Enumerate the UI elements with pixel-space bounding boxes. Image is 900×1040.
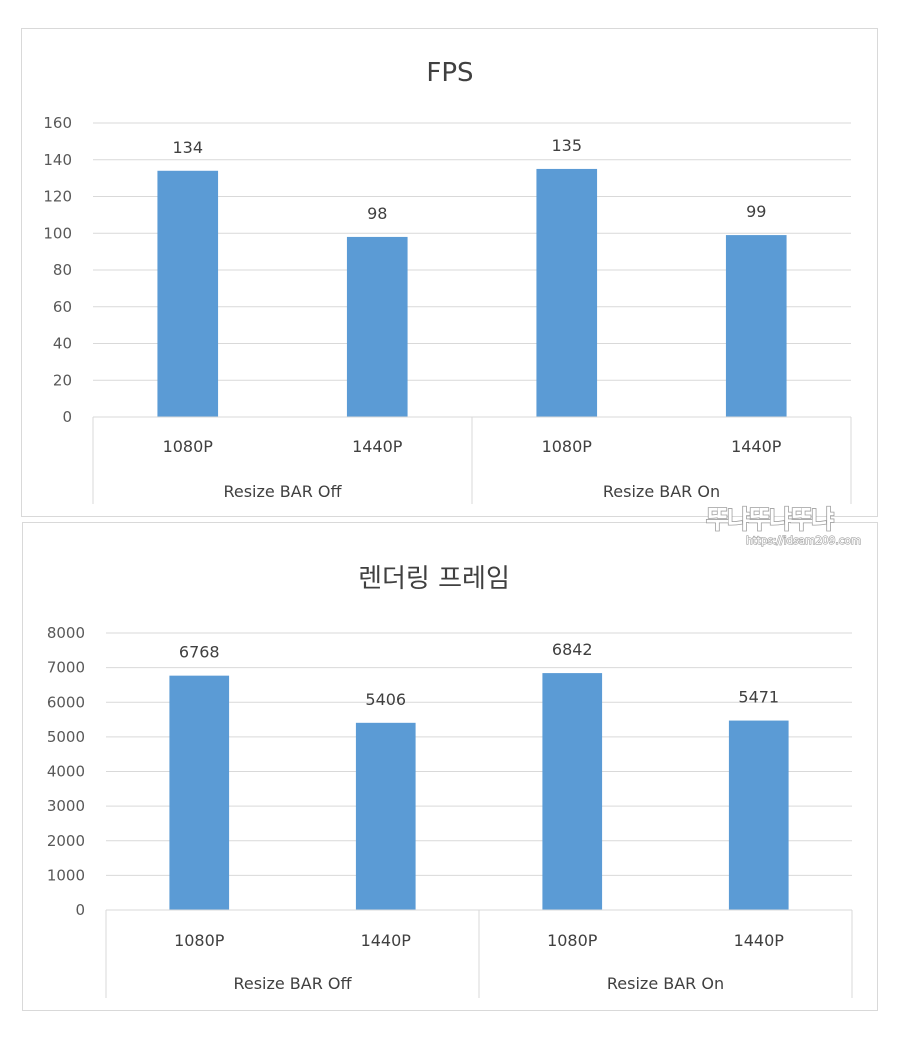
y-tick-label: 1000	[47, 866, 85, 884]
x-category-label: 1440P	[361, 931, 412, 950]
bar	[542, 673, 603, 910]
watermark-logo: 뚜냐뚜냐뚜냐 https://idsam209.com	[705, 504, 862, 547]
chart-title: FPS	[426, 58, 473, 88]
x-group-label: Resize BAR Off	[233, 974, 352, 993]
render-frames-chart: 렌더링 프레임 0 1000 2000 3000 4000 5000 6000 7000 800…	[47, 564, 853, 998]
data-label: 6768	[179, 643, 220, 662]
y-tick-label: 3000	[47, 797, 85, 815]
fps-chart: FPS 0 20 40 60 80 100 120 140 160 134 1080P 98 1440P…	[43, 58, 852, 504]
x-group-label: Resize BAR On	[603, 482, 720, 501]
y-tick-label: 0	[75, 901, 85, 919]
data-label: 134	[172, 138, 203, 157]
x-category-label: 1080P	[547, 931, 598, 950]
y-tick-label: 7000	[47, 659, 85, 677]
y-tick-label: 80	[53, 261, 72, 279]
data-label: 98	[367, 204, 387, 223]
bar	[346, 236, 408, 417]
y-tick-label: 140	[43, 151, 72, 169]
y-tick-label: 100	[43, 224, 72, 242]
y-tick-label: 8000	[47, 624, 85, 642]
bar	[355, 722, 416, 910]
x-category-label: 1440P	[352, 437, 403, 456]
x-category-label: 1080P	[163, 437, 214, 456]
y-tick-label: 40	[53, 335, 72, 353]
x-category-label: 1080P	[542, 437, 593, 456]
data-label: 135	[551, 136, 582, 155]
y-tick-label: 160	[43, 114, 72, 132]
data-label: 6842	[552, 640, 593, 659]
x-category-label: 1440P	[734, 931, 785, 950]
bar	[536, 168, 598, 417]
y-tick-label: 120	[43, 188, 72, 206]
data-label: 99	[746, 202, 766, 221]
bar	[728, 720, 789, 910]
y-tick-label: 6000	[47, 693, 85, 711]
x-group-label: Resize BAR Off	[223, 482, 342, 501]
data-label: 5406	[365, 690, 406, 709]
y-tick-label: 2000	[47, 832, 85, 850]
fps-chart-panel: FPS 0 20 40 60 80 100 120 140 160 134 1080P 98 1440P…	[21, 28, 878, 517]
bar	[169, 675, 230, 910]
x-category-label: 1080P	[174, 931, 225, 950]
chart-title: 렌더링 프레임	[358, 564, 510, 594]
y-tick-label: 60	[53, 298, 72, 316]
y-tick-label: 5000	[47, 728, 85, 746]
render-frames-chart-panel: 렌더링 프레임 0 1000 2000 3000 4000 5000 6000 7000 800…	[22, 522, 878, 1011]
watermark-url: https://idsam209.com	[746, 535, 861, 547]
y-tick-label: 20	[53, 371, 72, 389]
bar	[725, 235, 787, 417]
bar	[157, 170, 219, 417]
y-tick-label: 0	[62, 408, 72, 426]
watermark-brand: 뚜냐뚜냐뚜냐	[706, 505, 834, 534]
data-label: 5471	[738, 688, 779, 707]
x-group-label: Resize BAR On	[607, 974, 724, 993]
x-category-label: 1440P	[731, 437, 782, 456]
y-tick-label: 4000	[47, 763, 85, 781]
